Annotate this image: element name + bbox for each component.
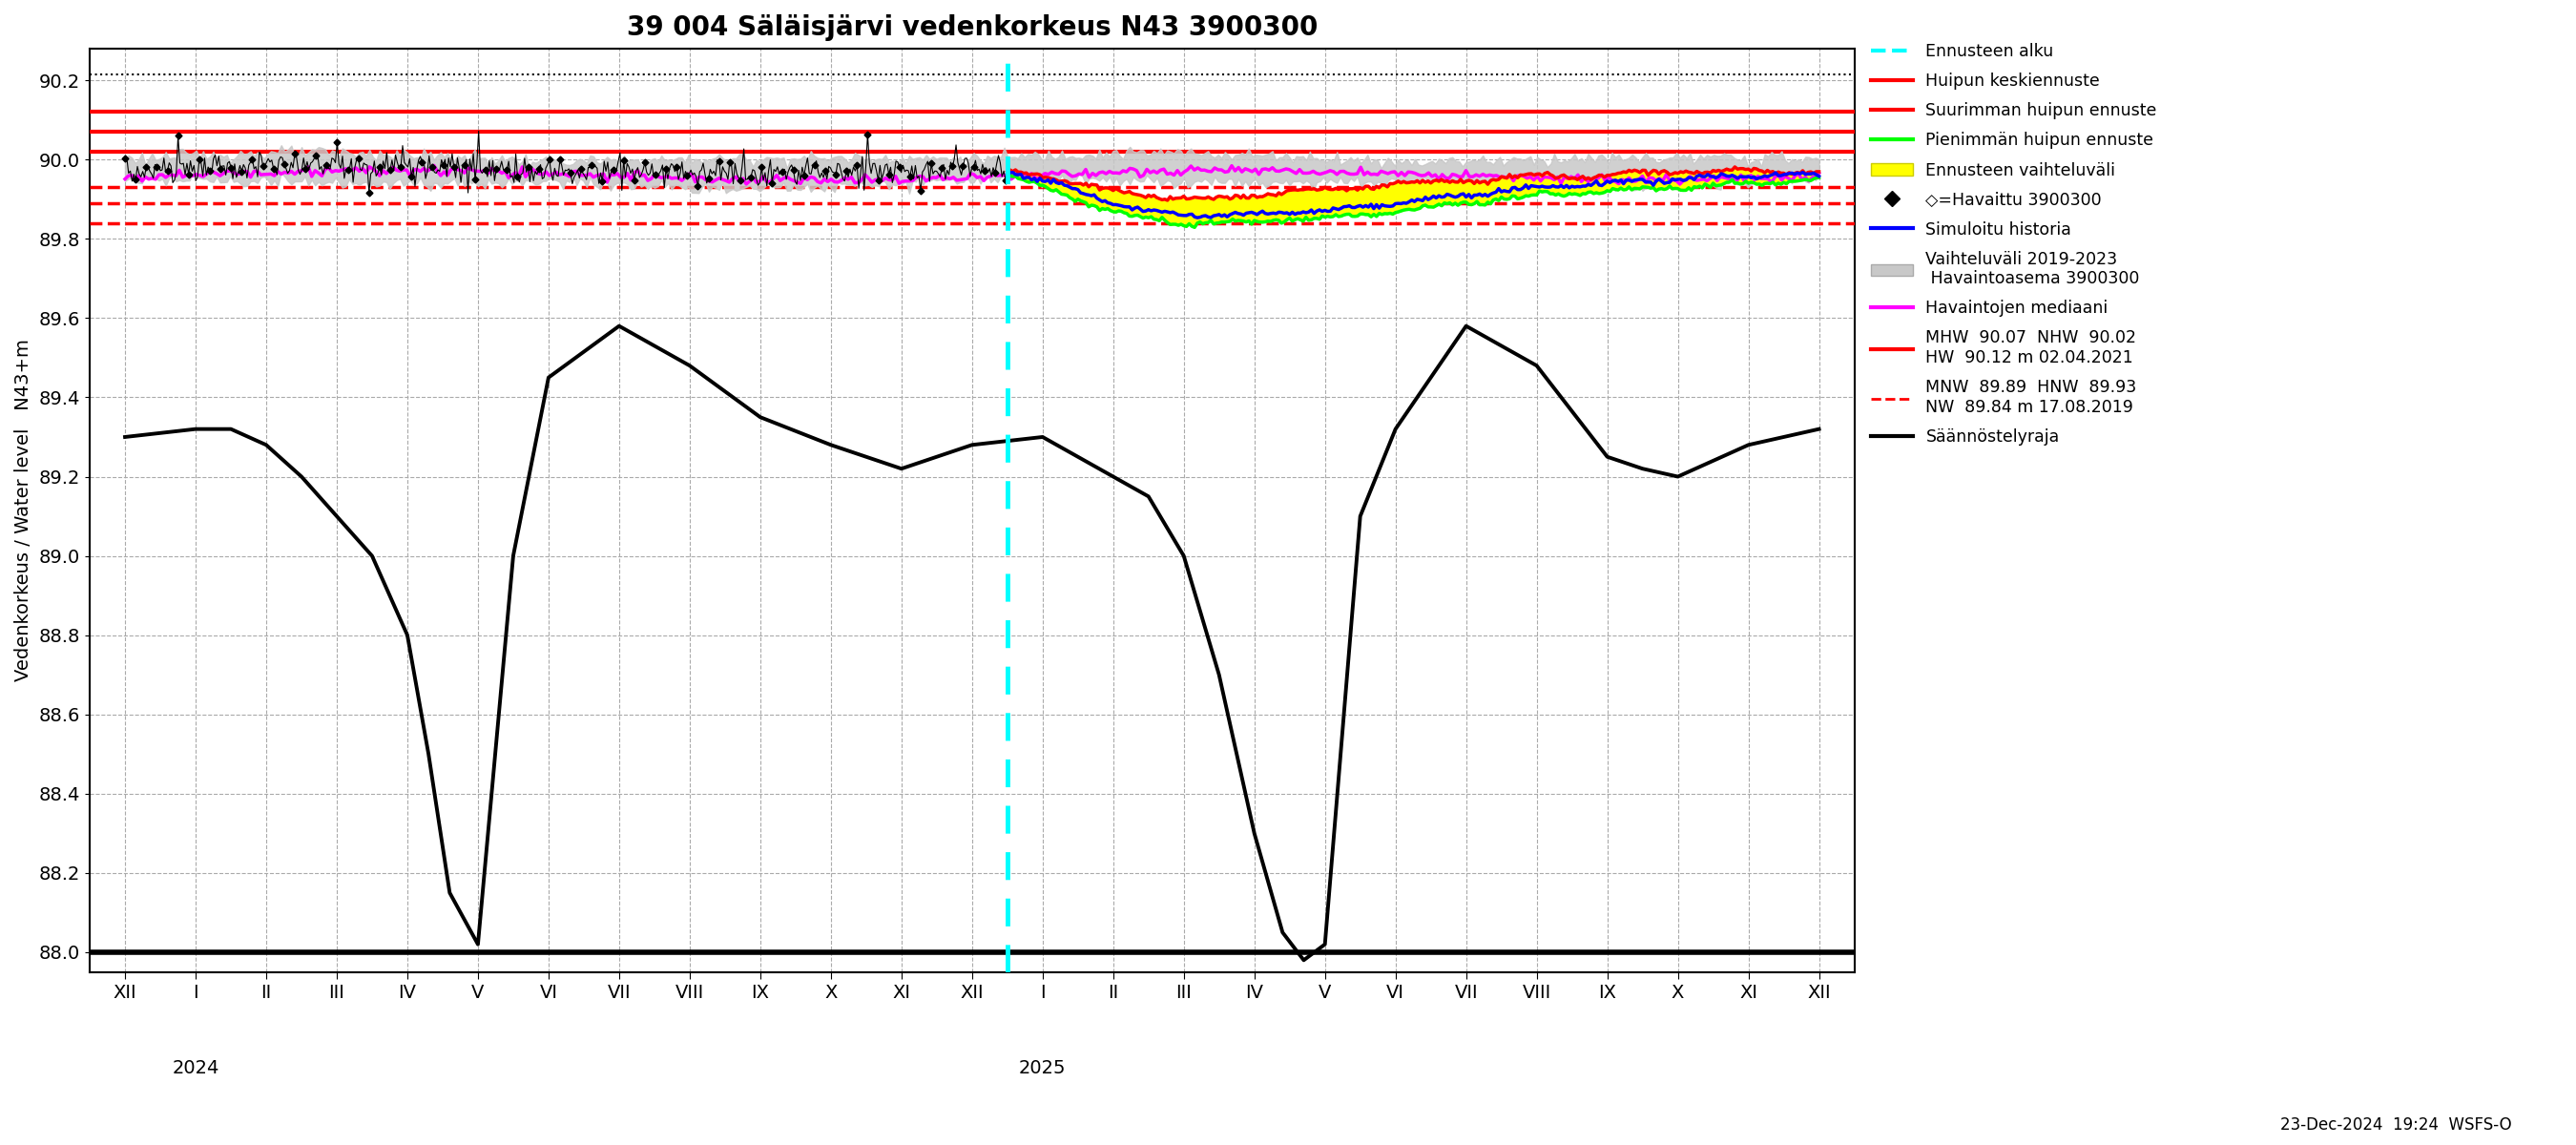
Legend: Ennusteen alku, Huipun keskiennuste, Suurimman huipun ennuste, Pienimmän huipun : Ennusteen alku, Huipun keskiennuste, Suu…	[1865, 39, 2161, 451]
Text: 2025: 2025	[1020, 1059, 1066, 1077]
Y-axis label: Vedenkorkeus / Water level   N43+m: Vedenkorkeus / Water level N43+m	[15, 339, 33, 681]
Text: 2024: 2024	[173, 1059, 219, 1077]
Title: 39 004 Säläisjärvi vedenkorkeus N43 3900300: 39 004 Säläisjärvi vedenkorkeus N43 3900…	[626, 14, 1316, 41]
Text: 23-Dec-2024  19:24  WSFS-O: 23-Dec-2024 19:24 WSFS-O	[2280, 1116, 2512, 1134]
